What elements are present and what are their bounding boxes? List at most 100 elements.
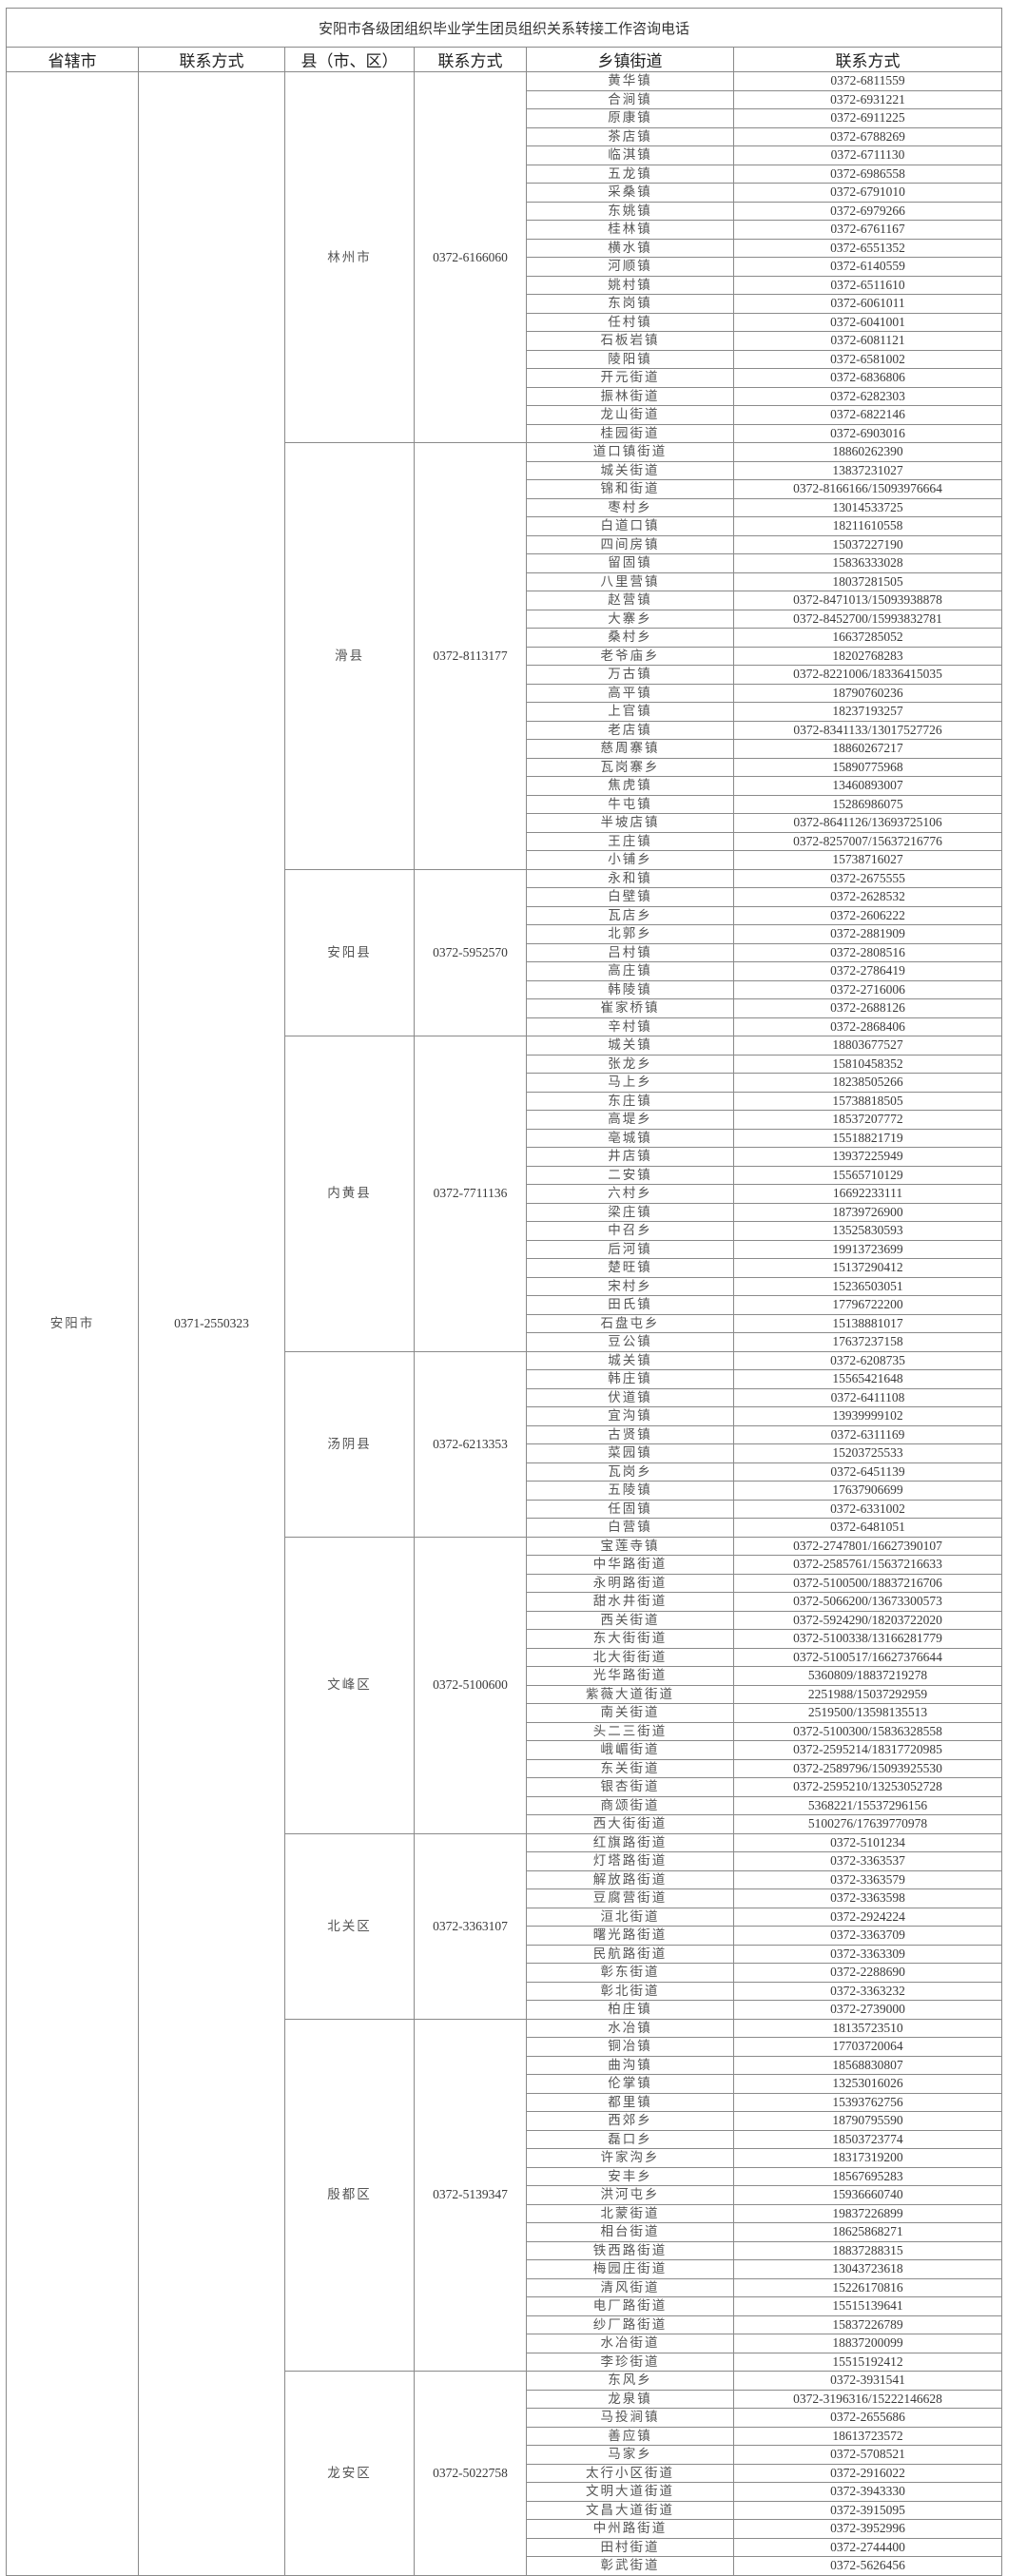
town-phone: 0372-2589796/15093925530 bbox=[732, 1758, 1003, 1778]
town-phone: 0372-2716006 bbox=[732, 979, 1003, 999]
town-phone: 0372-2595210/13253052728 bbox=[732, 1777, 1003, 1797]
town-phone: 15810458352 bbox=[732, 1054, 1003, 1074]
town-name: 西大街街道 bbox=[526, 1814, 734, 1834]
town-name: 伏道镇 bbox=[526, 1387, 734, 1407]
table-row: 桂林镇 0372-6761167 bbox=[7, 220, 1003, 240]
town-name: 瓦岗乡 bbox=[526, 1462, 734, 1482]
town-phone: 0372-2739000 bbox=[732, 2000, 1003, 2020]
table-row: 豆腐营街道 0372-3363598 bbox=[7, 1888, 1003, 1908]
town-name: 老店镇 bbox=[526, 720, 734, 740]
town-name: 开元街道 bbox=[526, 368, 734, 388]
town-phone: 13837231027 bbox=[732, 460, 1003, 480]
county-phone: 0372-5139347 bbox=[414, 2018, 527, 2372]
town-phone: 0372-2606222 bbox=[732, 905, 1003, 925]
table-row: 豆公镇 17637237158 bbox=[7, 1332, 1003, 1352]
town-name: 原康镇 bbox=[526, 108, 734, 128]
town-phone: 13937225949 bbox=[732, 1147, 1003, 1167]
town-name: 柏庄镇 bbox=[526, 2000, 734, 2020]
town-phone: 0372-6331002 bbox=[732, 1499, 1003, 1519]
table-row: 北蒙街道 19837226899 bbox=[7, 2203, 1003, 2223]
town-phone: 0372-8471013/15093938878 bbox=[732, 591, 1003, 610]
town-name: 头二三街道 bbox=[526, 1721, 734, 1741]
town-name: 瓦店乡 bbox=[526, 905, 734, 925]
town-name: 石盘屯乡 bbox=[526, 1313, 734, 1333]
town-name: 高堤乡 bbox=[526, 1110, 734, 1130]
table-row: 柏庄镇 0372-2739000 bbox=[7, 2000, 1003, 2020]
town-name: 城关镇 bbox=[526, 1350, 734, 1370]
town-phone: 18837288315 bbox=[732, 2240, 1003, 2260]
town-phone: 17637237158 bbox=[732, 1332, 1003, 1352]
table-row: 万古镇 0372-8221006/18336415035 bbox=[7, 665, 1003, 685]
title-row: 安阳市各级团组织毕业学生团员组织关系转接工作咨询电话 bbox=[5, 8, 1003, 48]
contact-table: 安阳市各级团组织毕业学生团员组织关系转接工作咨询电话 省辖市 联系方式 县（市、… bbox=[5, 8, 1003, 2576]
table-row: 大寨乡 0372-8452700/15993832781 bbox=[7, 609, 1003, 629]
town-phone: 15515192412 bbox=[732, 2352, 1003, 2372]
table-row: 银杏街道 0372-2595210/13253052728 bbox=[7, 1777, 1003, 1797]
town-phone: 18211610558 bbox=[732, 516, 1003, 536]
town-phone: 0372-3196316/15222146628 bbox=[732, 2389, 1003, 2409]
table-row: 文明大道街道 0372-3943330 bbox=[7, 2482, 1003, 2502]
table-row: 瓦岗寨乡 15890775968 bbox=[7, 757, 1003, 777]
table-row: 二安镇 15565710129 bbox=[7, 1165, 1003, 1185]
town-name: 峨嵋街道 bbox=[526, 1740, 734, 1760]
town-name: 城关街道 bbox=[526, 460, 734, 480]
town-phone: 15037227190 bbox=[732, 534, 1003, 554]
town-phone: 0372-6911225 bbox=[732, 108, 1003, 128]
table-row: 北大街街道 0372-5100517/16627376644 bbox=[7, 1647, 1003, 1667]
table-row: 亳城镇 15518821719 bbox=[7, 1128, 1003, 1148]
town-name: 任固镇 bbox=[526, 1499, 734, 1519]
table-row: 殷都区 0372-5139347 水冶镇 18135723510 bbox=[7, 2018, 1003, 2372]
town-phone: 13525830593 bbox=[732, 1221, 1003, 1241]
table-row: 韩庄镇 15565421648 bbox=[7, 1369, 1003, 1389]
town-name: 四间房镇 bbox=[526, 534, 734, 554]
town-phone: 0372-5066200/13673300573 bbox=[732, 1592, 1003, 1612]
town-phone: 15837226789 bbox=[732, 2315, 1003, 2334]
town-name: 锦和街道 bbox=[526, 479, 734, 499]
town-name: 合涧镇 bbox=[526, 89, 734, 109]
table-row: 牛屯镇 15286986075 bbox=[7, 794, 1003, 814]
town-phone: 13939999102 bbox=[732, 1406, 1003, 1426]
town-name: 小铺乡 bbox=[526, 850, 734, 870]
table-row: 彰东街道 0372-2288690 bbox=[7, 1963, 1003, 1983]
town-name: 许家沟乡 bbox=[526, 2148, 734, 2168]
table-row: 东姚镇 0372-6979266 bbox=[7, 201, 1003, 221]
town-phone: 0372-5924290/18203722020 bbox=[732, 1610, 1003, 1630]
town-phone: 0372-2628532 bbox=[732, 887, 1003, 907]
table-row: 茶店镇 0372-6788269 bbox=[7, 126, 1003, 146]
town-phone: 0372-8341133/13017527726 bbox=[732, 720, 1003, 740]
town-phone: 0372-3363309 bbox=[732, 1944, 1003, 1964]
table-row: 龙安区 0372-5022758 东风乡 0372-3931541 bbox=[7, 2371, 1003, 2576]
town-phone: 0372-8257007/15637216776 bbox=[732, 831, 1003, 851]
town-phone: 5360809/18837219278 bbox=[732, 1666, 1003, 1686]
town-phone: 18790795590 bbox=[732, 2111, 1003, 2131]
town-name: 洪河屯乡 bbox=[526, 2185, 734, 2205]
town-phone: 0372-2924224 bbox=[732, 1907, 1003, 1927]
town-phone: 18237193257 bbox=[732, 702, 1003, 722]
town-phone: 18739726900 bbox=[732, 1202, 1003, 1222]
town-name: 桂林镇 bbox=[526, 220, 734, 240]
town-phone: 0372-6761167 bbox=[732, 220, 1003, 240]
town-name: 豆腐营街道 bbox=[526, 1888, 734, 1908]
town-phone: 0372-2288690 bbox=[732, 1963, 1003, 1983]
town-phone: 18860267217 bbox=[732, 739, 1003, 759]
town-phone: 13460893007 bbox=[732, 776, 1003, 796]
city-phone: 0371-2550323 bbox=[138, 71, 285, 2576]
town-name: 老爷庙乡 bbox=[526, 646, 734, 666]
table-row: 文峰区 0372-5100600 宝莲寺镇 0372-2747801/16627390… bbox=[7, 1536, 1003, 1834]
town-phone: 0372-5100500/18837216706 bbox=[732, 1573, 1003, 1593]
town-phone: 17637906699 bbox=[732, 1481, 1003, 1501]
town-name: 磊口乡 bbox=[526, 2129, 734, 2149]
town-phone: 0372-6791010 bbox=[732, 183, 1003, 203]
town-phone: 0372-6822146 bbox=[732, 405, 1003, 425]
county-phone: 0372-5022758 bbox=[414, 2371, 527, 2576]
table-row: 田村街道 0372-2744400 bbox=[7, 2537, 1003, 2557]
town-name: 清风街道 bbox=[526, 2277, 734, 2297]
town-phone: 18238505266 bbox=[732, 1073, 1003, 1093]
table-row: 铜冶镇 17703720064 bbox=[7, 2037, 1003, 2057]
town-phone: 0372-5100300/15836328558 bbox=[732, 1721, 1003, 1741]
town-name: 曲沟镇 bbox=[526, 2055, 734, 2075]
town-name: 后河镇 bbox=[526, 1239, 734, 1259]
town-phone: 0372-3952996 bbox=[732, 2519, 1003, 2539]
town-name: 振林街道 bbox=[526, 386, 734, 406]
table-row: 头二三街道 0372-5100300/15836328558 bbox=[7, 1721, 1003, 1741]
